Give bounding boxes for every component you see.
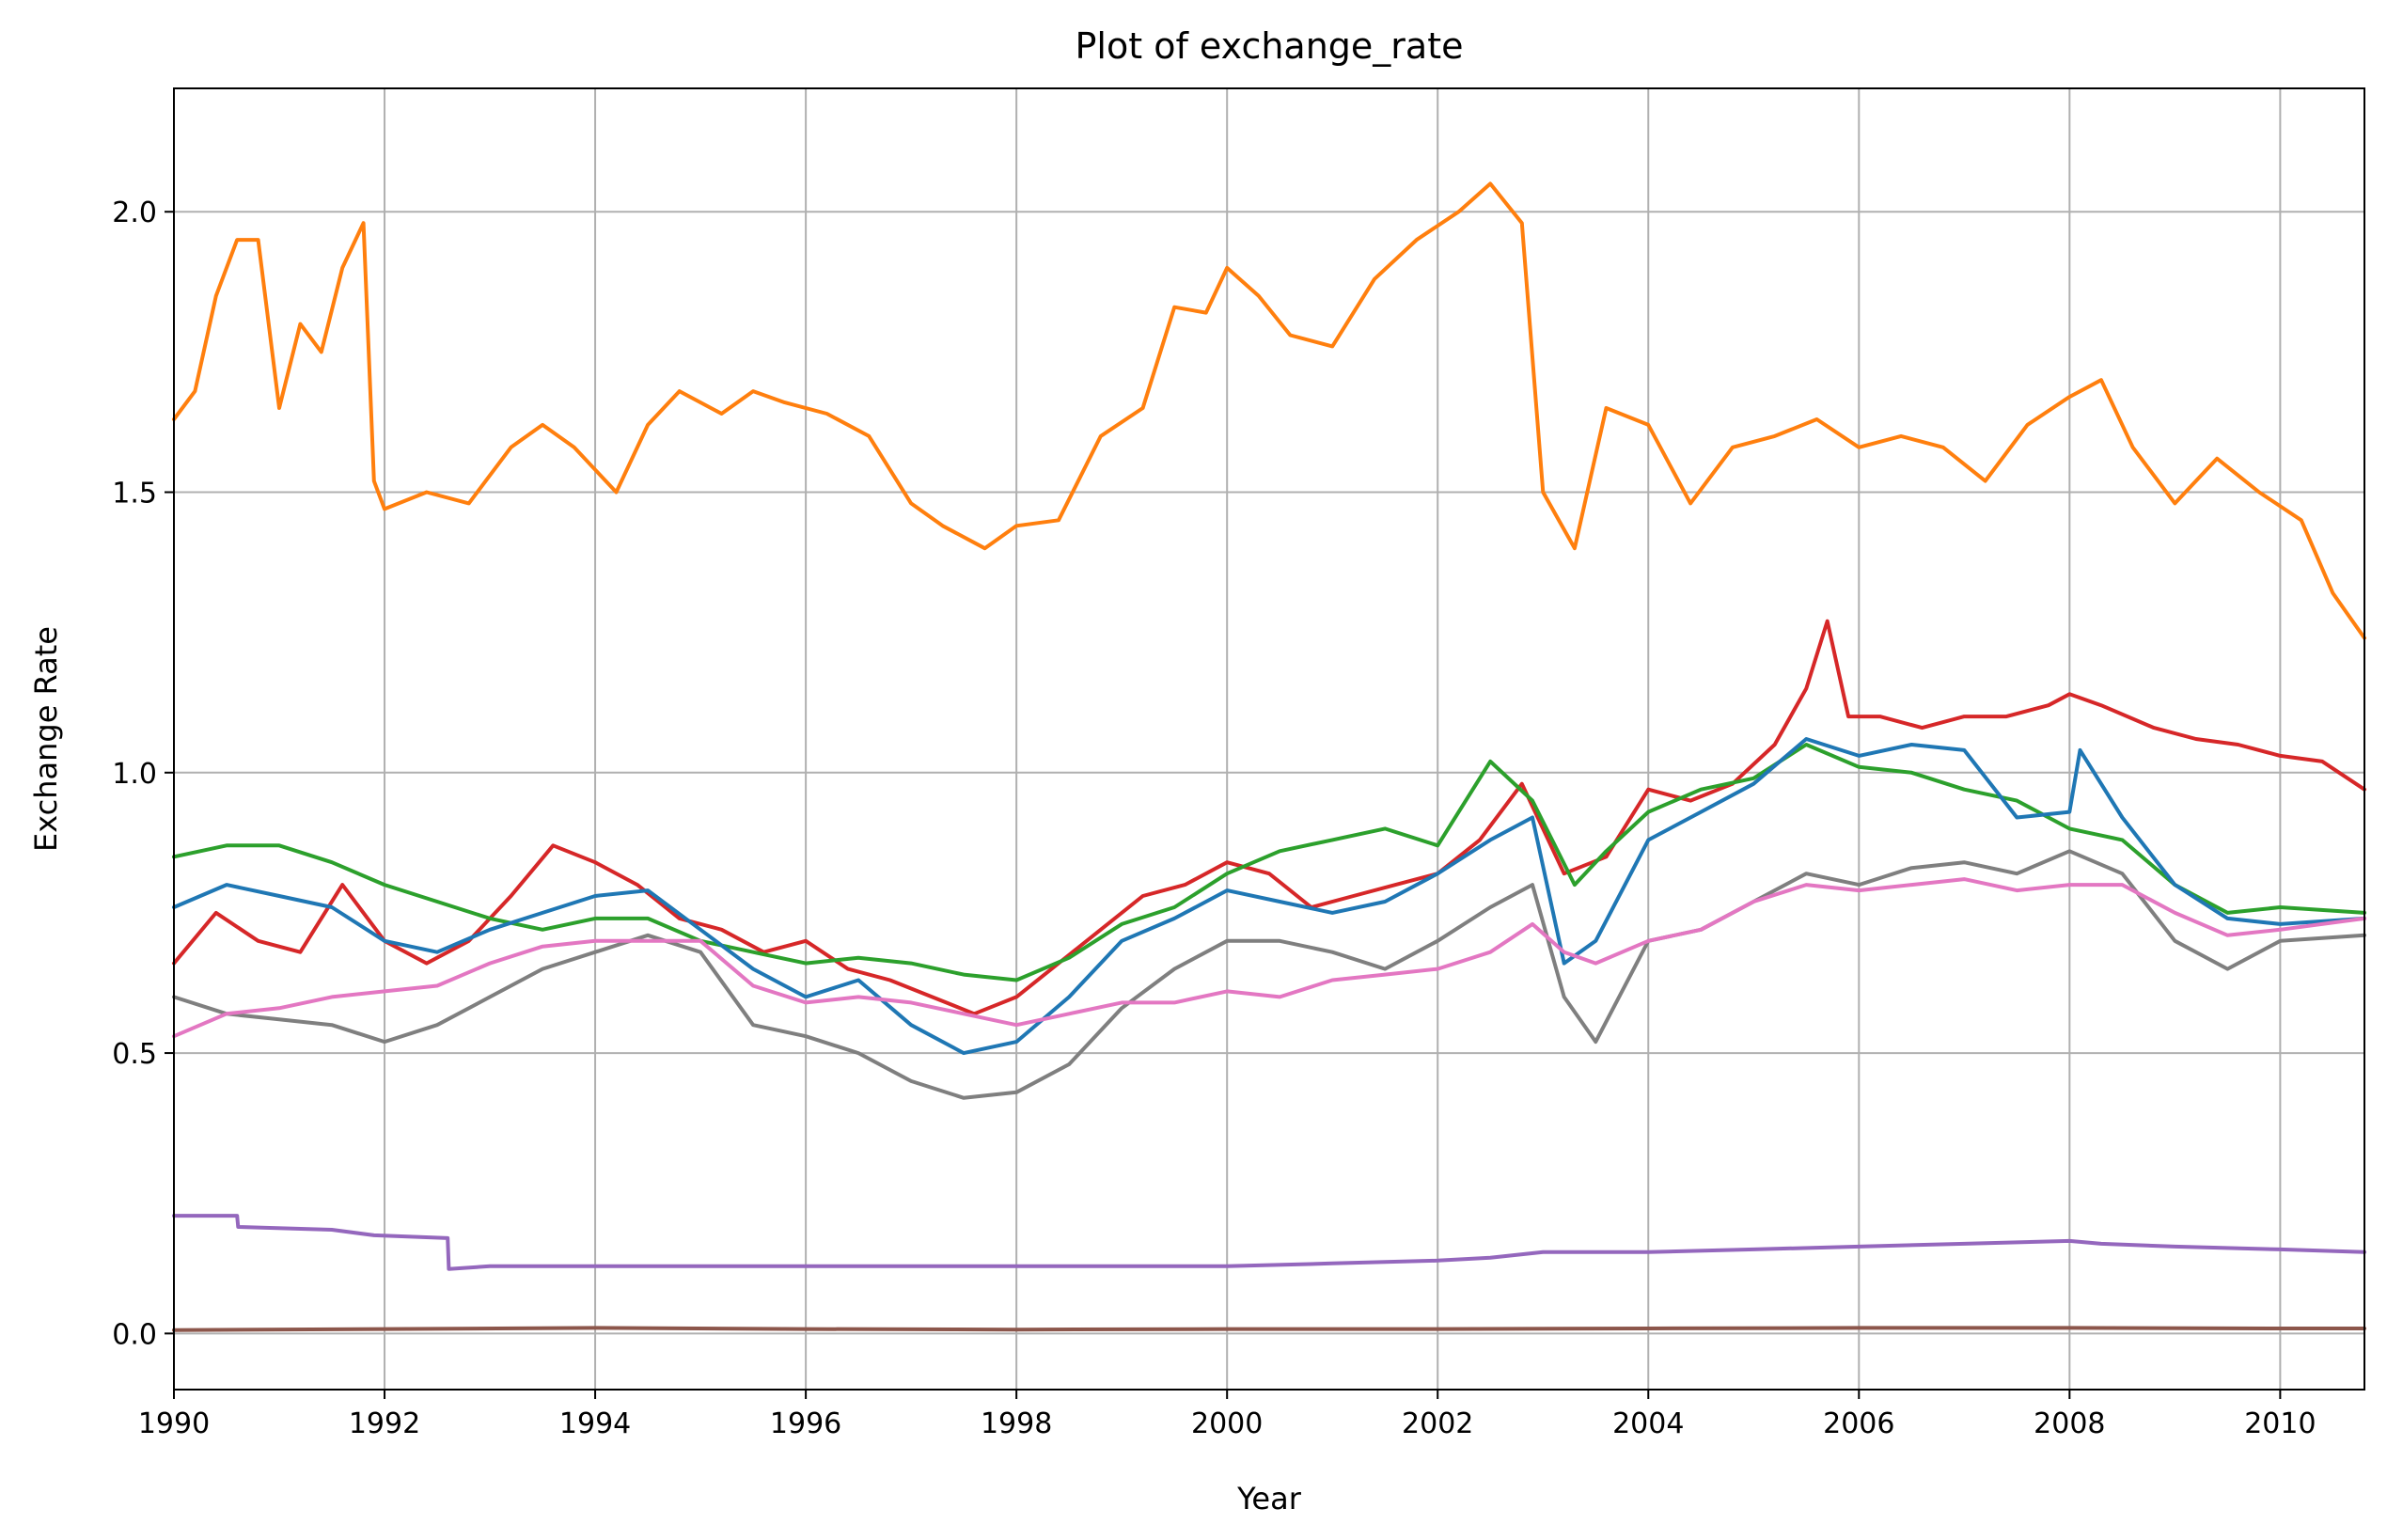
x-tick-label: 1996 (770, 1407, 841, 1440)
x-tick-label: 1992 (349, 1407, 420, 1440)
series-group (172, 181, 2366, 1332)
x-tick-label: 2008 (2034, 1407, 2105, 1440)
x-tick-label: 2002 (1402, 1407, 1473, 1440)
series-line-5 (172, 877, 2366, 1039)
chart-title: Plot of exchange_rate (1076, 25, 1464, 67)
x-tick-label: 1998 (981, 1407, 1052, 1440)
plot-frame (173, 87, 2365, 1391)
series-line-3 (172, 737, 2366, 1056)
y-axis-label: Exchange Rate (28, 626, 64, 852)
x-tick-label: 2000 (1191, 1407, 1263, 1440)
x-tick-label: 2006 (1823, 1407, 1894, 1440)
series-line-7 (172, 1326, 2366, 1332)
x-tick-label: 2010 (2244, 1407, 2316, 1440)
y-tick-label: 2.0 (112, 196, 157, 229)
series-line-4 (172, 849, 2366, 1100)
y-tick-label: 1.5 (112, 478, 157, 511)
y-tick-label: 0.0 (112, 1318, 157, 1351)
x-tick-label: 1990 (138, 1407, 210, 1440)
y-tick-label: 1.0 (112, 758, 157, 791)
axis-ticks: 1990 1992 1994 1996 1998 2000 2002 2004 2006 2008… (112, 196, 2316, 1440)
x-axis-label: Year (1236, 1481, 1302, 1516)
x-tick-label: 2004 (1612, 1407, 1684, 1440)
grid-lines (173, 88, 2364, 1390)
series-line-2 (172, 743, 2366, 982)
x-tick-label: 1994 (559, 1407, 631, 1440)
y-tick-label: 0.5 (112, 1038, 157, 1071)
series-line-6 (172, 1214, 2366, 1271)
series-line-0 (172, 181, 2366, 640)
